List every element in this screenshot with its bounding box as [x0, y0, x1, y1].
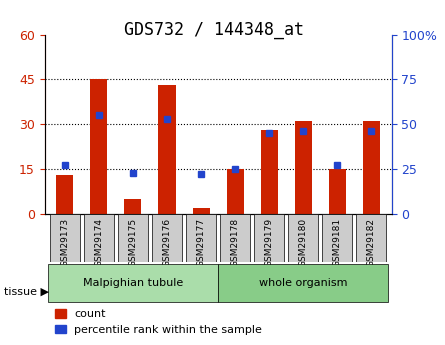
Text: GDS732 / 144348_at: GDS732 / 144348_at	[124, 21, 303, 39]
FancyBboxPatch shape	[152, 214, 182, 262]
FancyBboxPatch shape	[288, 214, 319, 262]
Text: GSM29173: GSM29173	[61, 218, 69, 267]
Text: GSM29176: GSM29176	[162, 218, 171, 267]
FancyBboxPatch shape	[186, 214, 216, 262]
Bar	[295, 121, 312, 214]
Text: GSM29174: GSM29174	[94, 218, 103, 267]
Text: GSM29182: GSM29182	[367, 218, 376, 267]
Bar	[261, 130, 278, 214]
Bar	[193, 208, 210, 214]
FancyBboxPatch shape	[254, 214, 284, 262]
Bar	[125, 199, 142, 214]
Text: GSM29178: GSM29178	[231, 218, 239, 267]
FancyBboxPatch shape	[48, 264, 218, 302]
Bar	[363, 121, 380, 214]
Bar	[227, 169, 243, 214]
Bar	[329, 169, 346, 214]
FancyBboxPatch shape	[356, 214, 387, 262]
Text: GSM29181: GSM29181	[333, 218, 342, 267]
Text: GSM29180: GSM29180	[299, 218, 307, 267]
Text: GSM29177: GSM29177	[197, 218, 206, 267]
Text: whole organism: whole organism	[259, 278, 348, 288]
FancyBboxPatch shape	[117, 214, 148, 262]
Text: Malpighian tubule: Malpighian tubule	[83, 278, 183, 288]
FancyBboxPatch shape	[49, 214, 80, 262]
Legend: count, percentile rank within the sample: count, percentile rank within the sample	[50, 305, 267, 339]
FancyBboxPatch shape	[218, 264, 388, 302]
FancyBboxPatch shape	[84, 214, 114, 262]
Bar	[57, 175, 73, 214]
Text: GSM29175: GSM29175	[129, 218, 138, 267]
Text: tissue ▶: tissue ▶	[4, 287, 49, 296]
Bar	[90, 79, 107, 214]
Bar	[158, 85, 175, 214]
FancyBboxPatch shape	[322, 214, 352, 262]
Text: GSM29179: GSM29179	[265, 218, 274, 267]
FancyBboxPatch shape	[220, 214, 251, 262]
